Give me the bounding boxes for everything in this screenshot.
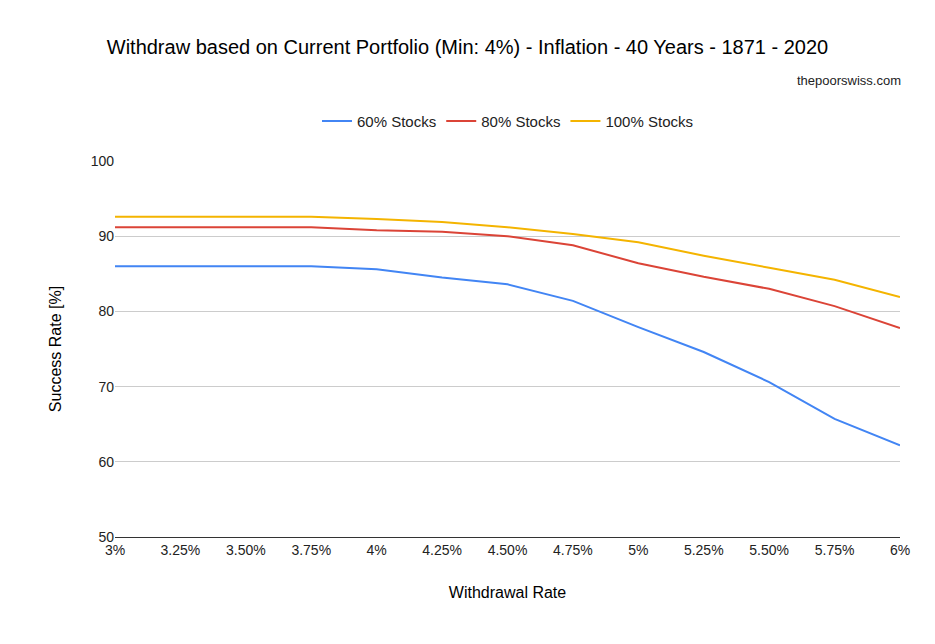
svg-text:60% Stocks: 60% Stocks: [357, 113, 436, 130]
svg-text:50: 50: [98, 529, 114, 545]
svg-text:80% Stocks: 80% Stocks: [481, 113, 560, 130]
svg-text:6%: 6%: [890, 542, 910, 558]
svg-text:3.75%: 3.75%: [291, 542, 331, 558]
svg-text:3.50%: 3.50%: [226, 542, 266, 558]
svg-text:4%: 4%: [367, 542, 387, 558]
svg-text:70: 70: [98, 379, 114, 395]
svg-text:3.25%: 3.25%: [161, 542, 201, 558]
svg-text:3%: 3%: [105, 542, 125, 558]
svg-text:5%: 5%: [628, 542, 648, 558]
svg-text:60: 60: [98, 454, 114, 470]
svg-text:5.50%: 5.50%: [749, 542, 789, 558]
svg-text:100: 100: [91, 153, 115, 169]
svg-text:Withdrawal Rate: Withdrawal Rate: [449, 584, 566, 601]
svg-text:4.50%: 4.50%: [488, 542, 528, 558]
svg-text:90: 90: [98, 228, 114, 244]
svg-text:Withdraw based on Current Port: Withdraw based on Current Portfolio (Min…: [107, 36, 828, 58]
svg-text:thepoorswiss.com: thepoorswiss.com: [797, 73, 901, 88]
svg-text:Success Rate [%]: Success Rate [%]: [47, 286, 64, 412]
svg-text:4.75%: 4.75%: [553, 542, 593, 558]
svg-text:5.75%: 5.75%: [815, 542, 855, 558]
svg-text:100% Stocks: 100% Stocks: [605, 113, 693, 130]
svg-text:4.25%: 4.25%: [422, 542, 462, 558]
svg-text:80: 80: [98, 303, 114, 319]
svg-text:5.25%: 5.25%: [684, 542, 724, 558]
